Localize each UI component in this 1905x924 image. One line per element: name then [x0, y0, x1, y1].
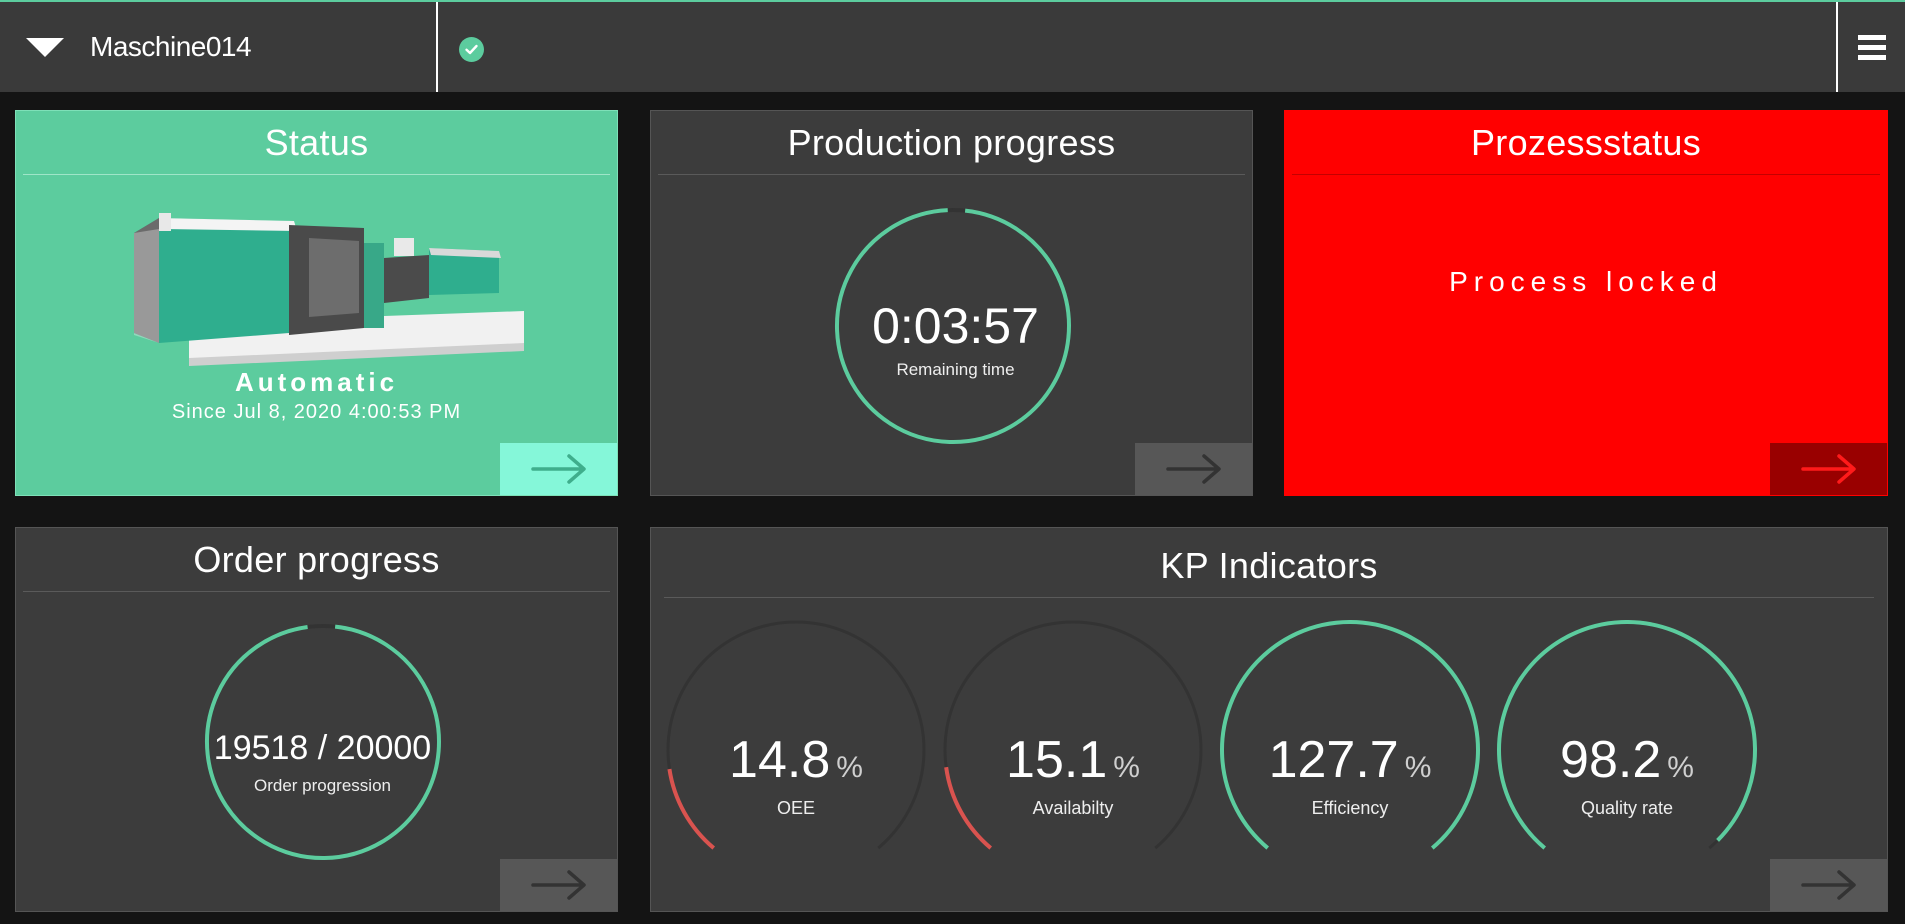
production-progress-card: Production progress 0:03:57 Remaining ti… [650, 110, 1253, 496]
machine-name: Maschine014 [90, 31, 252, 62]
kpi-card: KP Indicators 14.8% OEE 15.1% Availabilt… [650, 527, 1888, 912]
gauge-arc [1497, 620, 1757, 850]
ring-progress [205, 624, 441, 860]
card-title: Status [23, 111, 610, 175]
kpi-gauge-oee: 14.8% OEE [661, 620, 931, 850]
process-message: Process locked [1449, 266, 1723, 297]
card-title: Production progress [658, 111, 1245, 175]
arrow-right-icon [1800, 454, 1856, 484]
order-count: 19518 / 20000 [213, 729, 432, 767]
arrow-right-icon [1800, 870, 1856, 900]
gauge-label: OEE [776, 798, 815, 818]
order-details-button[interactable] [500, 859, 617, 911]
kpi-gauge-efficiency: 127.7% Efficiency [1215, 620, 1485, 850]
gauge-fill [1497, 620, 1757, 850]
card-title: KP Indicators [664, 528, 1874, 598]
kpi-gauge-quality-rate: 98.2% Quality rate [1492, 620, 1762, 850]
status-ok-icon [459, 37, 484, 62]
machine-image [134, 213, 524, 366]
gauge-value: 98.2 [1560, 731, 1662, 789]
gauge-track [943, 620, 1203, 850]
gauge-unit: % [1667, 751, 1694, 784]
process-details-button[interactable] [1770, 443, 1887, 495]
production-details-button[interactable] [1135, 443, 1252, 495]
gauge-value: 14.8 [729, 731, 831, 789]
kpi-details-button[interactable] [1770, 859, 1887, 911]
status-mode: Automatic [234, 367, 399, 397]
gauge-label: Efficiency [1311, 798, 1389, 818]
gauge-value: 127.7 [1268, 731, 1399, 789]
order-progress-ring [205, 624, 441, 860]
status-since: Since Jul 8, 2020 4:00:53 PM [171, 401, 462, 423]
arrow-right-icon [1165, 454, 1221, 484]
gauge-unit: % [1113, 751, 1140, 784]
gauge-track [666, 620, 926, 850]
machine-selector[interactable]: Maschine014 [0, 2, 438, 92]
order-count-label: Order progression [253, 776, 391, 795]
top-bar: Maschine014 [0, 0, 1905, 92]
gauge-unit: % [1404, 751, 1432, 784]
caret-down-icon [26, 37, 64, 57]
arrow-right-icon [530, 870, 586, 900]
card-title: Prozessstatus [1292, 111, 1880, 175]
gauge-fill [667, 768, 716, 850]
gauge-unit: % [836, 751, 863, 784]
gauge-label: Availabilty [1032, 798, 1114, 818]
status-card: Status Automatic Since Jul 8, 2020 4:00:… [15, 110, 618, 496]
production-progress-ring [834, 208, 1071, 444]
remaining-time-label: Remaining time [896, 360, 1015, 379]
gauge-fill [1220, 620, 1480, 850]
arrow-right-icon [530, 454, 586, 484]
status-details-button[interactable] [500, 443, 617, 495]
hamburger-menu-icon[interactable] [1836, 2, 1905, 92]
gauge-value: 15.1 [1006, 731, 1108, 789]
gauge-fill [944, 766, 993, 850]
gauge-arc [666, 620, 926, 850]
kpi-gauge-availability: 15.1% Availabilty [938, 620, 1208, 850]
process-status-card: Prozessstatus Process locked [1284, 110, 1888, 496]
order-progress-card: Order progress 19518 / 20000 Order progr… [15, 527, 618, 912]
gauge-arc [1220, 620, 1480, 850]
gauge-arc [943, 620, 1203, 850]
gauge-label: Quality rate [1580, 798, 1674, 818]
card-title: Order progress [23, 528, 610, 592]
remaining-time: 0:03:57 [872, 298, 1039, 354]
ring-progress [834, 208, 1071, 444]
